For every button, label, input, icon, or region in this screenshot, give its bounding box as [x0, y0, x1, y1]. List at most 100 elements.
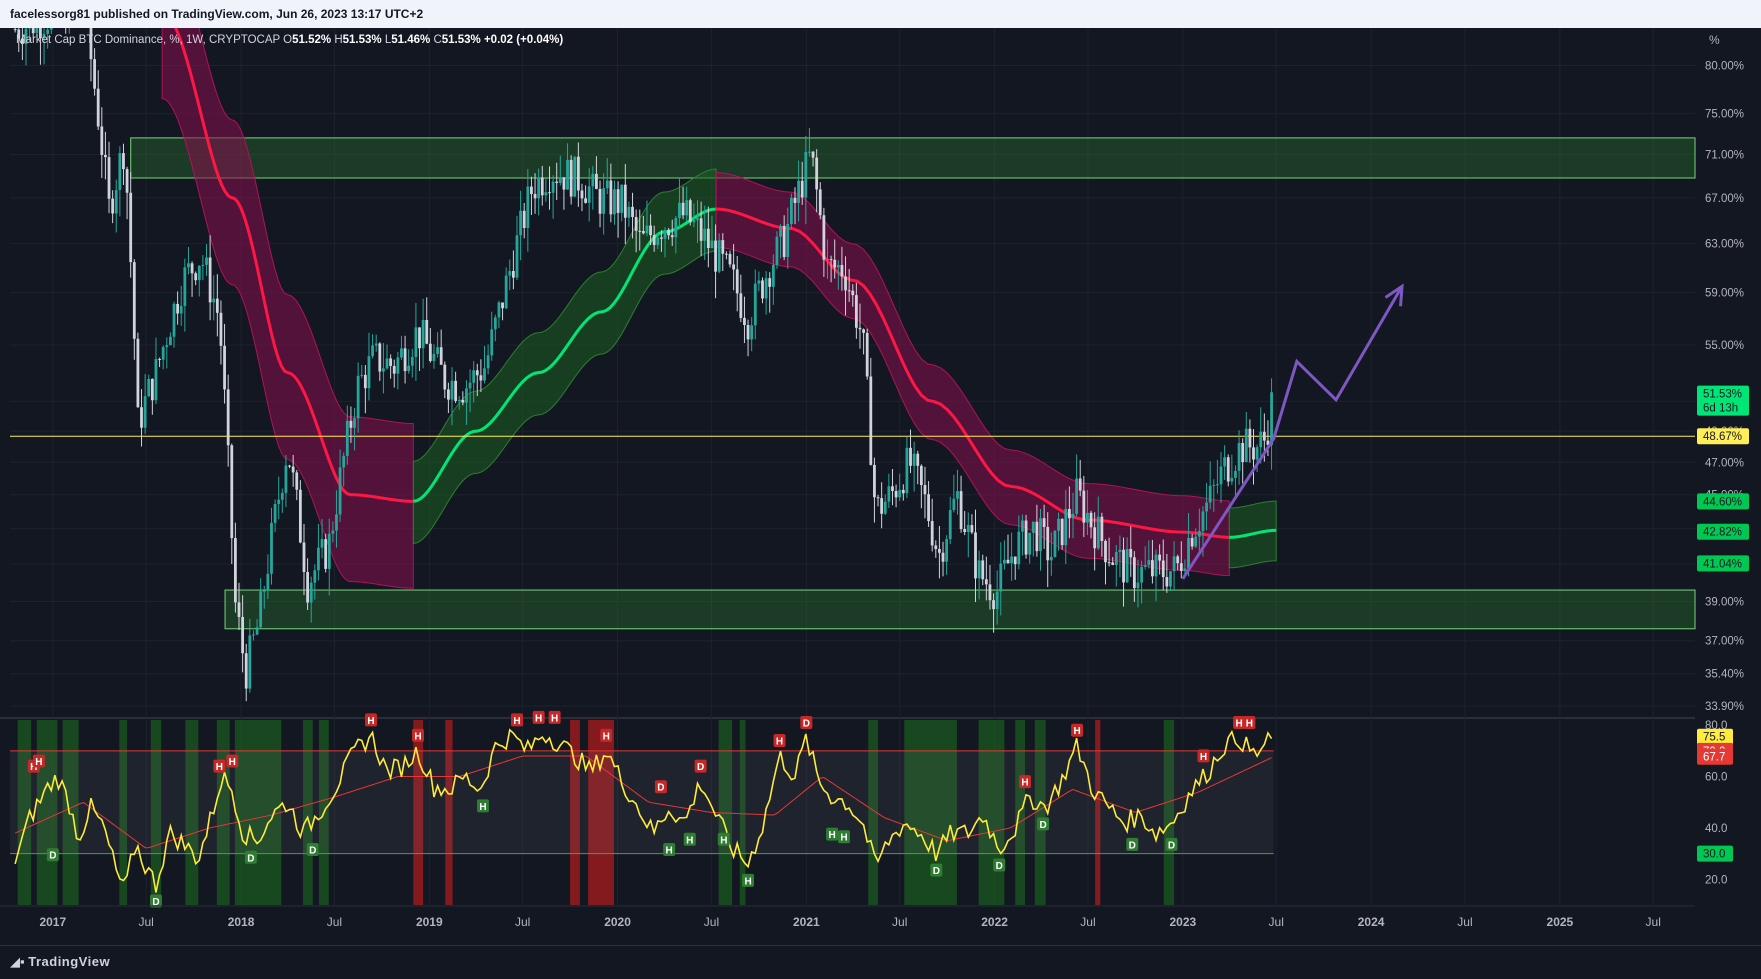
candle-body — [797, 180, 801, 203]
rsi-bg-region — [119, 720, 128, 905]
candle-body — [739, 293, 743, 318]
legend-part: 51.53% — [442, 34, 484, 46]
candle-body — [129, 192, 133, 263]
footer-brand[interactable]: TradingView — [28, 954, 111, 969]
candle-body — [692, 220, 696, 223]
tradingview-logo-icon[interactable]: ◢▪ — [10, 954, 25, 969]
candle-body — [486, 355, 490, 369]
candle-body — [1096, 516, 1100, 549]
rsi-value-badge[interactable] — [1697, 748, 1733, 765]
rsi-marker-text: H — [1021, 778, 1028, 789]
price-tick-label: 67.00% — [1705, 193, 1744, 205]
bear-band-2-line — [715, 207, 1230, 539]
candle-body — [31, 28, 35, 34]
candle-body — [407, 365, 411, 372]
rsi-marker-text: H — [479, 802, 486, 813]
candle-body — [1190, 538, 1194, 547]
price-label-badge[interactable] — [1697, 523, 1749, 540]
price-tick-label: 37.00% — [1705, 636, 1744, 648]
candle-body — [1067, 508, 1071, 519]
candle-body — [1013, 556, 1017, 565]
candle-body — [746, 324, 750, 340]
price-axis[interactable] — [1695, 28, 1761, 945]
candle-body — [1262, 431, 1266, 441]
rsi-marker-badge — [993, 858, 1006, 872]
candle-body — [100, 126, 104, 155]
rsi-value-badge[interactable] — [1697, 845, 1733, 862]
candle-body — [201, 264, 205, 266]
rsi-ma-line — [14, 755, 1272, 849]
price-tick-label: 39.00% — [1705, 596, 1744, 608]
candle-body — [1035, 521, 1039, 552]
rsi-value-badge[interactable] — [1697, 728, 1733, 745]
candle-body — [1053, 530, 1057, 557]
candle-body — [909, 447, 912, 466]
candle-body — [587, 186, 591, 203]
candle-body — [508, 271, 512, 276]
candle-body — [13, 29, 17, 31]
candle-body — [981, 560, 985, 580]
price-label-badge[interactable] — [1697, 493, 1749, 510]
candle-body — [1165, 577, 1169, 587]
candle-body — [161, 347, 165, 360]
rsi-bg-region — [302, 720, 313, 905]
time-tick-label: 2023 — [1169, 915, 1196, 929]
rsi-value-text: 67.7 — [1703, 752, 1725, 764]
candle-body — [493, 317, 497, 330]
rsi-marker-text: H — [513, 716, 520, 727]
rsi-marker-text: H — [603, 731, 610, 742]
candle-body — [963, 529, 967, 532]
candle-body — [349, 420, 353, 428]
candle-body — [580, 190, 584, 199]
rsi-marker-text: H — [35, 757, 42, 768]
candle-body — [367, 356, 371, 389]
candle-body — [28, 28, 31, 29]
price-label-text: 41.04% — [1703, 558, 1742, 570]
candle-body — [566, 159, 569, 190]
candle-body — [602, 188, 606, 214]
price-tick-label: 55.00% — [1705, 340, 1744, 352]
candle-body — [732, 264, 736, 270]
candle-body — [1266, 440, 1270, 445]
candle-body — [324, 539, 328, 569]
candle-body — [1118, 549, 1122, 553]
rsi-tick-label: 40.0 — [1705, 823, 1727, 835]
candle-body — [1219, 466, 1223, 485]
candle-body — [569, 159, 573, 197]
rsi-marker-text: D — [309, 846, 316, 857]
candle-body — [212, 298, 216, 303]
candle-body — [992, 600, 995, 610]
candle-body — [901, 489, 905, 494]
rsi-marker-text: D — [49, 851, 56, 862]
candle-body — [688, 200, 692, 223]
candle-body — [266, 573, 270, 591]
candle-body — [927, 494, 930, 522]
candle-body — [591, 173, 595, 187]
candle-body — [252, 634, 255, 636]
unit-label: % — [1709, 33, 1720, 47]
bear-band-1 — [161, 28, 414, 589]
rsi-marker-text: D — [996, 861, 1003, 872]
projection-path[interactable] — [1181, 285, 1404, 580]
candle-body — [970, 525, 974, 533]
price-tick-label: 75.00% — [1705, 109, 1744, 121]
candle-body — [966, 525, 970, 532]
rsi-bg-region — [1095, 720, 1101, 905]
chart-canvas[interactable]: % 80.00% 75.00% 71.00% 67.00% 63.00% 59.00% 55.… — [0, 28, 1761, 945]
price-label-badge[interactable] — [1697, 555, 1749, 572]
candle-body — [298, 489, 302, 543]
candle-body — [93, 59, 96, 89]
legend-part: L — [385, 34, 392, 46]
price-label-badge[interactable] — [1697, 428, 1749, 445]
candle-body — [111, 198, 115, 214]
candle-body — [562, 177, 566, 190]
price-label-text: 42.82% — [1703, 527, 1742, 539]
candle-body — [526, 186, 530, 228]
candle-body — [1147, 560, 1151, 566]
price-label-badge[interactable] — [1697, 385, 1749, 416]
candle-body — [623, 184, 627, 218]
candle-body — [1075, 478, 1078, 514]
candle-body — [353, 418, 356, 428]
rsi-marker-badge — [1197, 749, 1210, 763]
rsi-marker-badge — [663, 843, 676, 857]
